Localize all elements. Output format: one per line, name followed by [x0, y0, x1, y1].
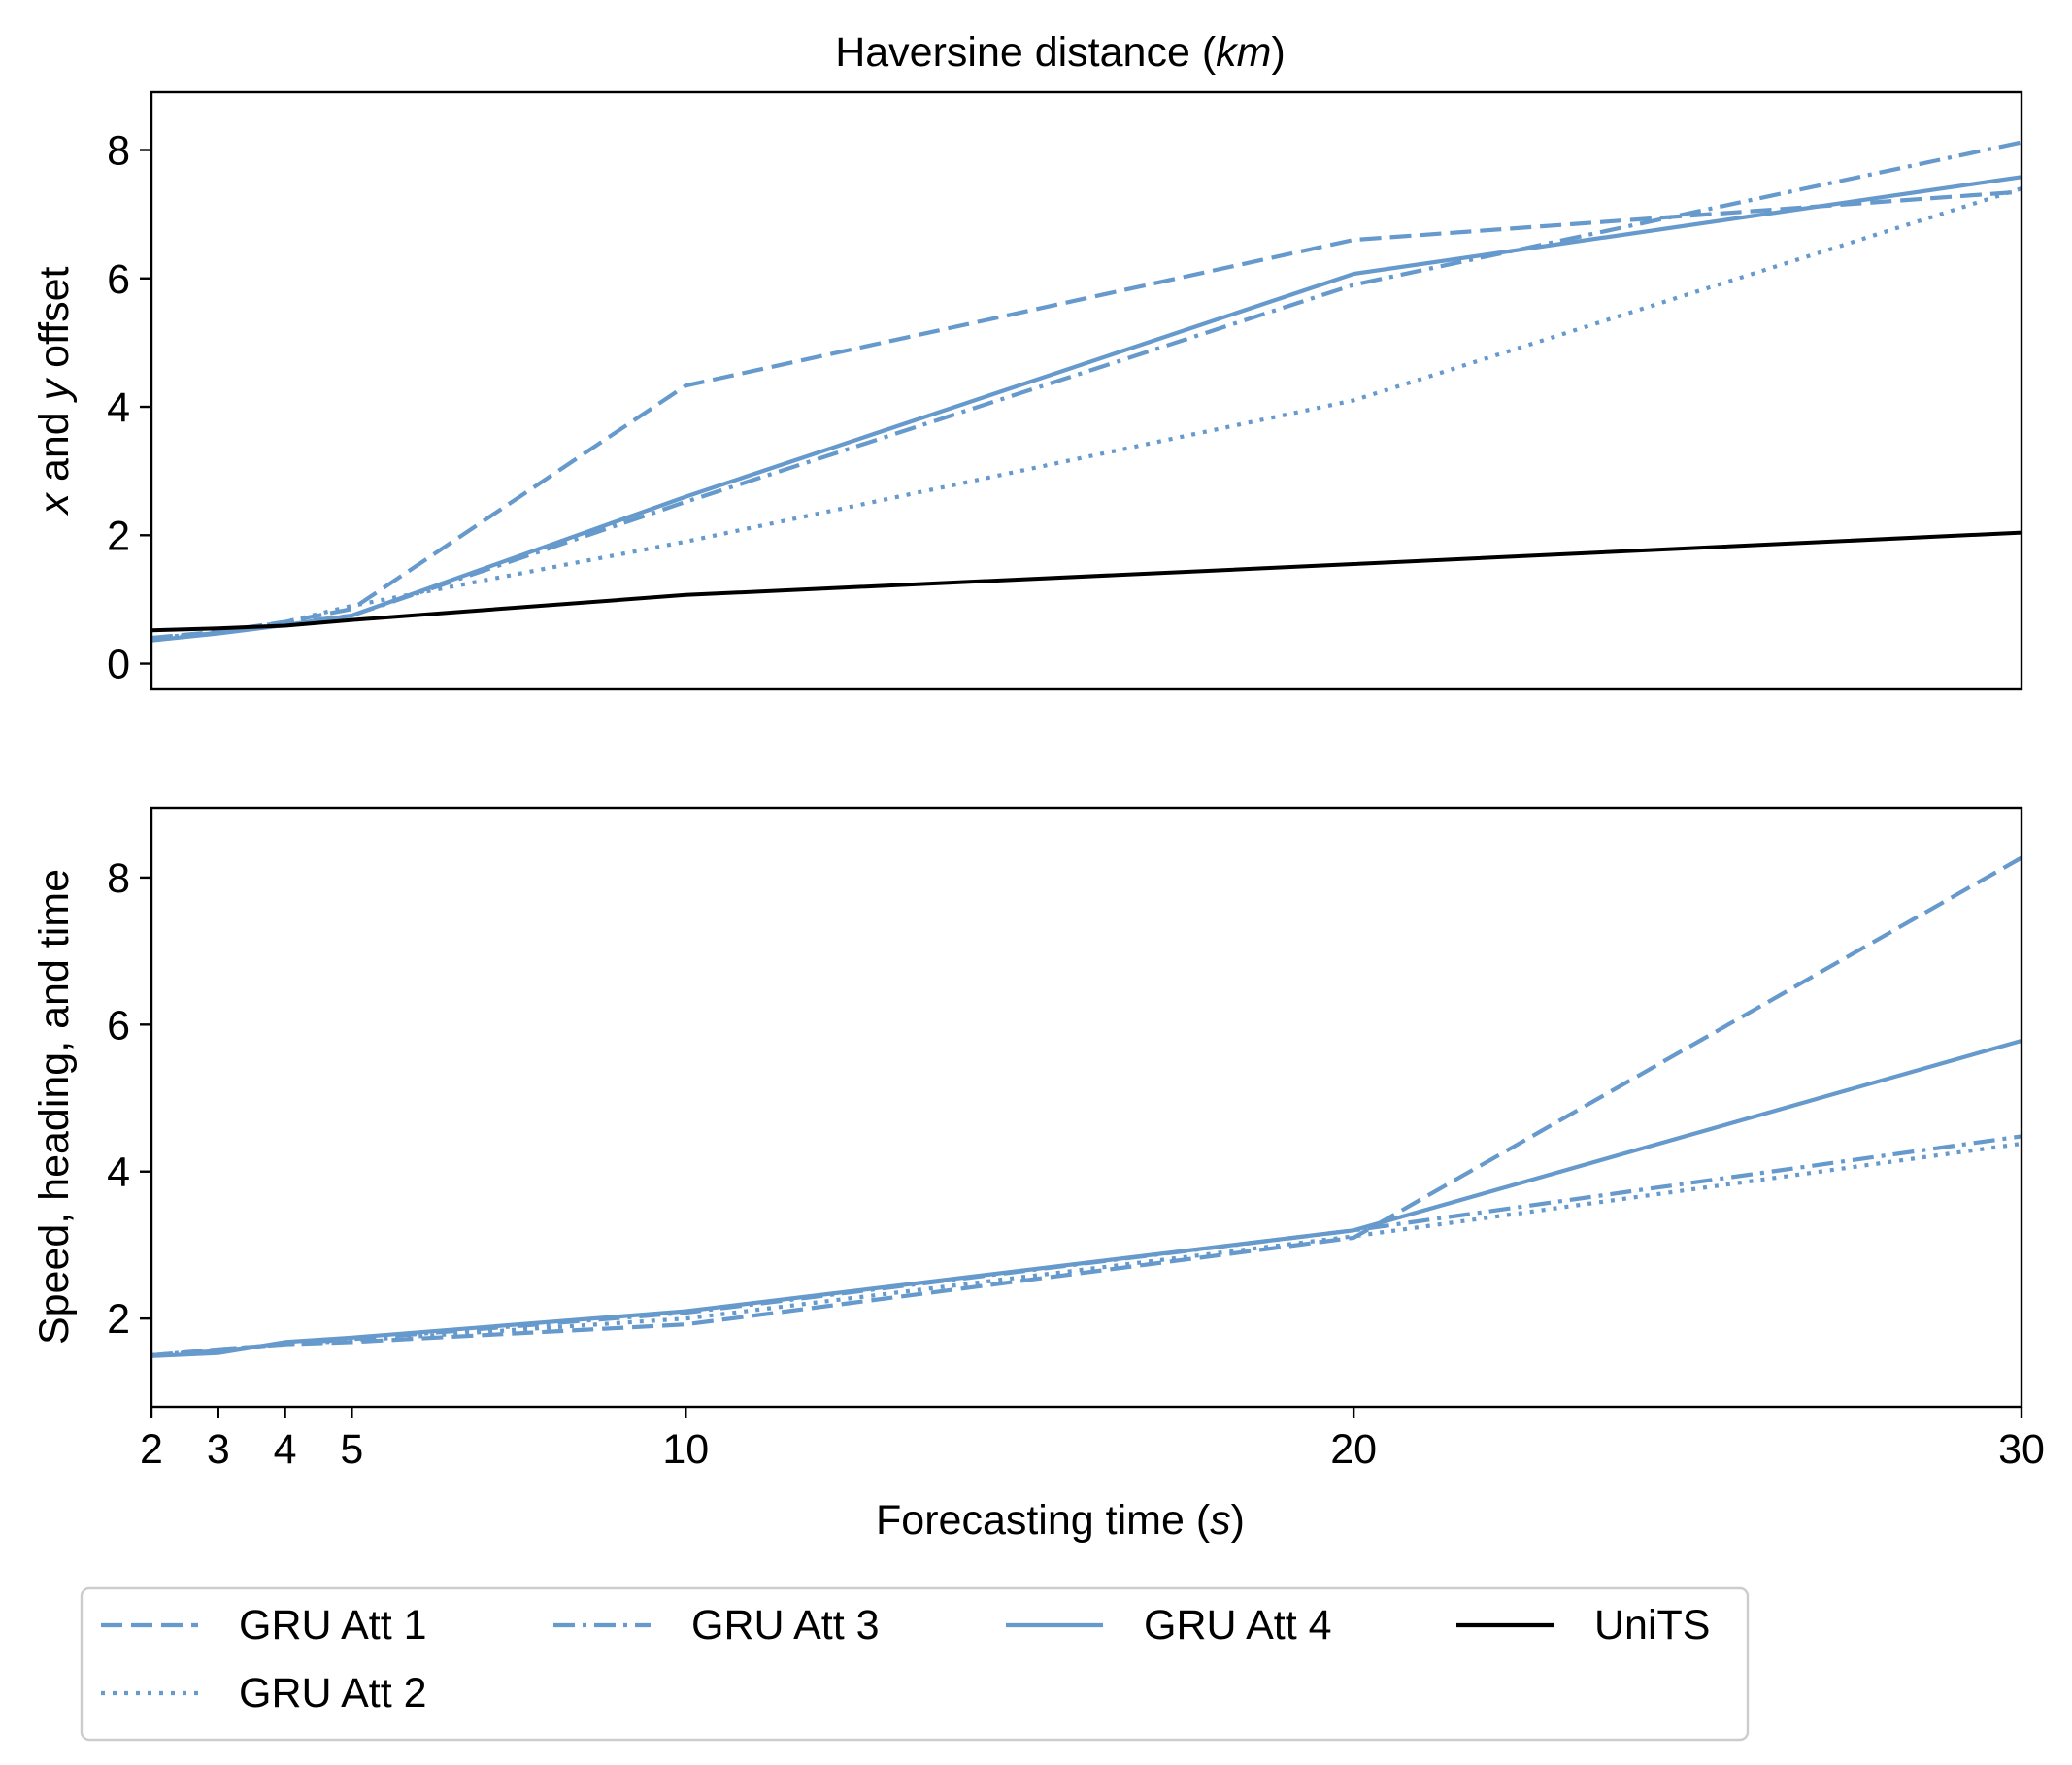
legend-label-gru-att-3: GRU Att 3 — [691, 1602, 880, 1648]
bottom-y-axis-label: Speed, heading, and time — [31, 869, 78, 1345]
top-series-gru-att-1 — [150, 189, 2022, 641]
bottom-plot-frame — [150, 806, 2023, 1409]
bottom-y-ticks: 2 4 6 8 — [107, 855, 151, 1343]
x-tick-label: 20 — [1330, 1426, 1377, 1473]
top-y-axis-label: x and y offset — [31, 266, 78, 516]
top-y-tick-label: 8 — [107, 128, 130, 175]
x-tick-label: 30 — [1998, 1426, 2045, 1473]
legend-label-units: UniTS — [1594, 1602, 1710, 1648]
legend-box — [80, 1586, 1750, 1742]
bottom-x-ticks: 2 3 4 5 10 20 30 — [140, 1407, 2045, 1473]
top-y-tick-label: 2 — [107, 513, 130, 559]
x-tick-label: 4 — [274, 1426, 297, 1473]
bottom-series-lines — [150, 855, 2023, 1358]
top-series-lines — [150, 140, 2022, 643]
top-series-units — [150, 530, 2022, 633]
top-panel: Haversine distance (km) 0 2 4 6 8 x and y of… — [31, 29, 2023, 691]
bottom-y-tick-label: 2 — [107, 1296, 130, 1343]
top-series-gru-att-2 — [150, 186, 2022, 641]
bottom-series-gru-att-4 — [150, 1038, 2022, 1358]
top-y-ticks: 0 2 4 6 8 — [107, 128, 151, 688]
legend-entries: GRU Att 1 GRU Att 3 GRU Att 4 UniTS GRU Att … — [101, 1602, 1710, 1716]
x-tick-label: 5 — [340, 1426, 363, 1473]
x-tick-label: 2 — [140, 1426, 163, 1473]
bottom-y-tick-label: 6 — [107, 1002, 130, 1049]
bottom-series-gru-att-3 — [150, 1134, 2022, 1358]
x-axis-label: Forecasting time (s) — [876, 1497, 1245, 1544]
top-y-tick-label: 6 — [107, 256, 130, 303]
legend-label-gru-att-1: GRU Att 1 — [239, 1602, 427, 1648]
legend-label-gru-att-2: GRU Att 2 — [239, 1670, 427, 1716]
legend-label-gru-att-4: GRU Att 4 — [1144, 1602, 1332, 1648]
legend: GRU Att 1 GRU Att 3 GRU Att 4 UniTS GRU Att … — [80, 1586, 1750, 1742]
top-panel-title: Haversine distance (km) — [835, 29, 1286, 76]
bottom-y-tick-label: 4 — [107, 1149, 130, 1196]
top-plot-frame — [150, 90, 2023, 691]
x-tick-label: 10 — [662, 1426, 709, 1473]
bottom-y-tick-label: 8 — [107, 855, 130, 902]
x-tick-label: 3 — [207, 1426, 230, 1473]
top-y-tick-label: 0 — [107, 642, 130, 688]
top-series-gru-att-4 — [150, 175, 2022, 643]
top-y-tick-label: 4 — [107, 384, 130, 431]
bottom-series-gru-att-1 — [150, 855, 2023, 1358]
bottom-series-gru-att-2 — [150, 1141, 2022, 1358]
